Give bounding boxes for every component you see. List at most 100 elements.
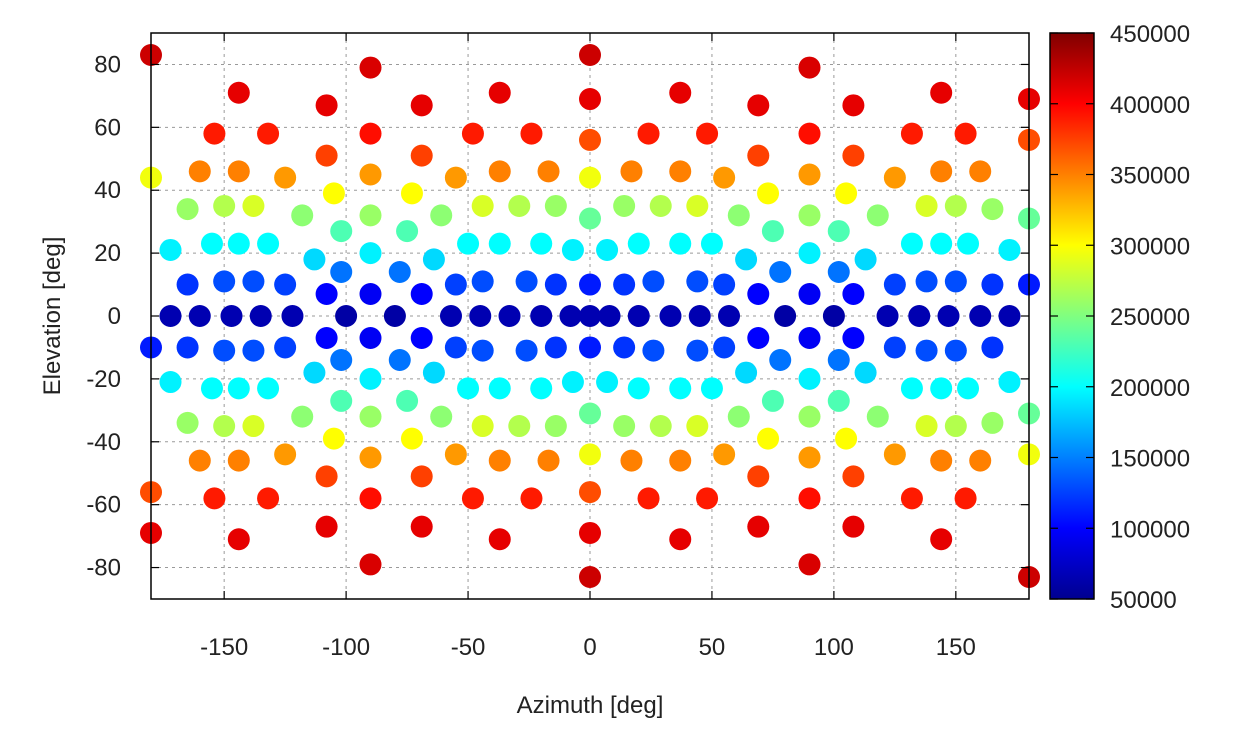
data-point — [359, 282, 382, 305]
data-point — [330, 220, 353, 243]
data-point — [457, 232, 480, 255]
data-point — [315, 465, 338, 488]
x-tick-label: 100 — [814, 634, 854, 661]
data-point — [866, 405, 889, 428]
data-point — [842, 144, 865, 167]
data-point — [883, 443, 906, 466]
data-point — [176, 336, 199, 359]
data-point — [471, 339, 494, 362]
data-point — [969, 305, 992, 327]
y-tick-label: 20 — [94, 240, 121, 267]
data-point — [669, 449, 692, 472]
data-point — [561, 371, 584, 394]
data-point — [579, 44, 601, 67]
data-point — [700, 377, 723, 400]
data-point — [396, 389, 419, 412]
data-point — [315, 94, 338, 117]
data-point — [200, 377, 223, 400]
y-tick-label: 80 — [94, 51, 121, 78]
data-point — [559, 305, 582, 327]
data-point — [488, 160, 511, 183]
data-point — [315, 282, 338, 305]
data-point — [498, 305, 521, 327]
data-point — [842, 515, 865, 538]
data-point — [827, 260, 850, 283]
data-point — [669, 528, 692, 551]
data-point — [335, 305, 358, 327]
data-point — [359, 122, 382, 145]
colorbar-tick-label: 100000 — [1110, 516, 1190, 543]
data-point — [579, 521, 601, 544]
data-point — [430, 405, 453, 428]
data-point — [579, 565, 601, 588]
data-point — [227, 528, 250, 551]
data-point — [274, 443, 297, 466]
data-point — [508, 194, 531, 217]
data-point — [220, 305, 243, 327]
y-tick-label: -80 — [86, 555, 121, 582]
data-point — [761, 220, 784, 243]
data-point — [915, 339, 938, 362]
data-point — [461, 122, 484, 145]
data-point — [900, 232, 923, 255]
data-point — [747, 515, 770, 538]
data-point — [981, 198, 1004, 221]
data-point — [761, 389, 784, 412]
data-point — [400, 427, 423, 450]
x-tick-label: 150 — [936, 634, 976, 661]
data-point — [669, 377, 692, 400]
x-axis-ticks: -150 -100 -50 0 50 100 150 — [200, 33, 976, 661]
data-point — [637, 122, 660, 145]
data-point — [561, 238, 584, 261]
data-point — [944, 339, 967, 362]
data-point — [579, 88, 601, 111]
data-point — [359, 163, 382, 186]
data-point — [827, 389, 850, 412]
colorbar-ticks: 50000 100000 150000 200000 250000 300000 35000… — [1050, 21, 1190, 614]
data-point — [274, 166, 297, 189]
data-point — [530, 232, 553, 255]
data-point — [579, 402, 601, 425]
data-point — [579, 336, 601, 359]
data-point — [876, 305, 899, 327]
data-point — [669, 232, 692, 255]
data-point — [747, 465, 770, 488]
data-point — [315, 144, 338, 167]
data-point — [203, 122, 226, 145]
colorbar-tick-label: 200000 — [1110, 375, 1190, 402]
data-point — [203, 487, 226, 510]
data-point — [410, 465, 433, 488]
data-point — [579, 207, 601, 230]
data-point — [713, 336, 736, 359]
data-point — [969, 449, 992, 472]
data-point — [242, 270, 265, 293]
data-point — [515, 339, 538, 362]
data-point — [900, 487, 923, 510]
data-point — [998, 371, 1021, 394]
data-point — [444, 166, 467, 189]
data-point — [410, 515, 433, 538]
data-point — [471, 270, 494, 293]
data-point — [359, 204, 382, 227]
data-point — [359, 487, 382, 510]
data-point — [718, 305, 741, 327]
data-point — [854, 248, 877, 271]
data-point — [798, 553, 821, 576]
data-point — [930, 449, 953, 472]
data-point — [579, 305, 601, 327]
data-point — [954, 487, 977, 510]
data-point — [757, 182, 780, 205]
data-point — [322, 182, 345, 205]
data-point — [700, 232, 723, 255]
data-point — [627, 305, 650, 327]
data-point — [930, 160, 953, 183]
data-point — [686, 339, 709, 362]
data-point — [598, 305, 621, 327]
data-point — [213, 270, 236, 293]
data-point — [842, 282, 865, 305]
data-point — [835, 182, 858, 205]
y-axis-ticks: -80 -60 -40 -20 0 20 40 60 80 — [86, 51, 1029, 582]
data-point — [696, 487, 719, 510]
data-point — [798, 204, 821, 227]
